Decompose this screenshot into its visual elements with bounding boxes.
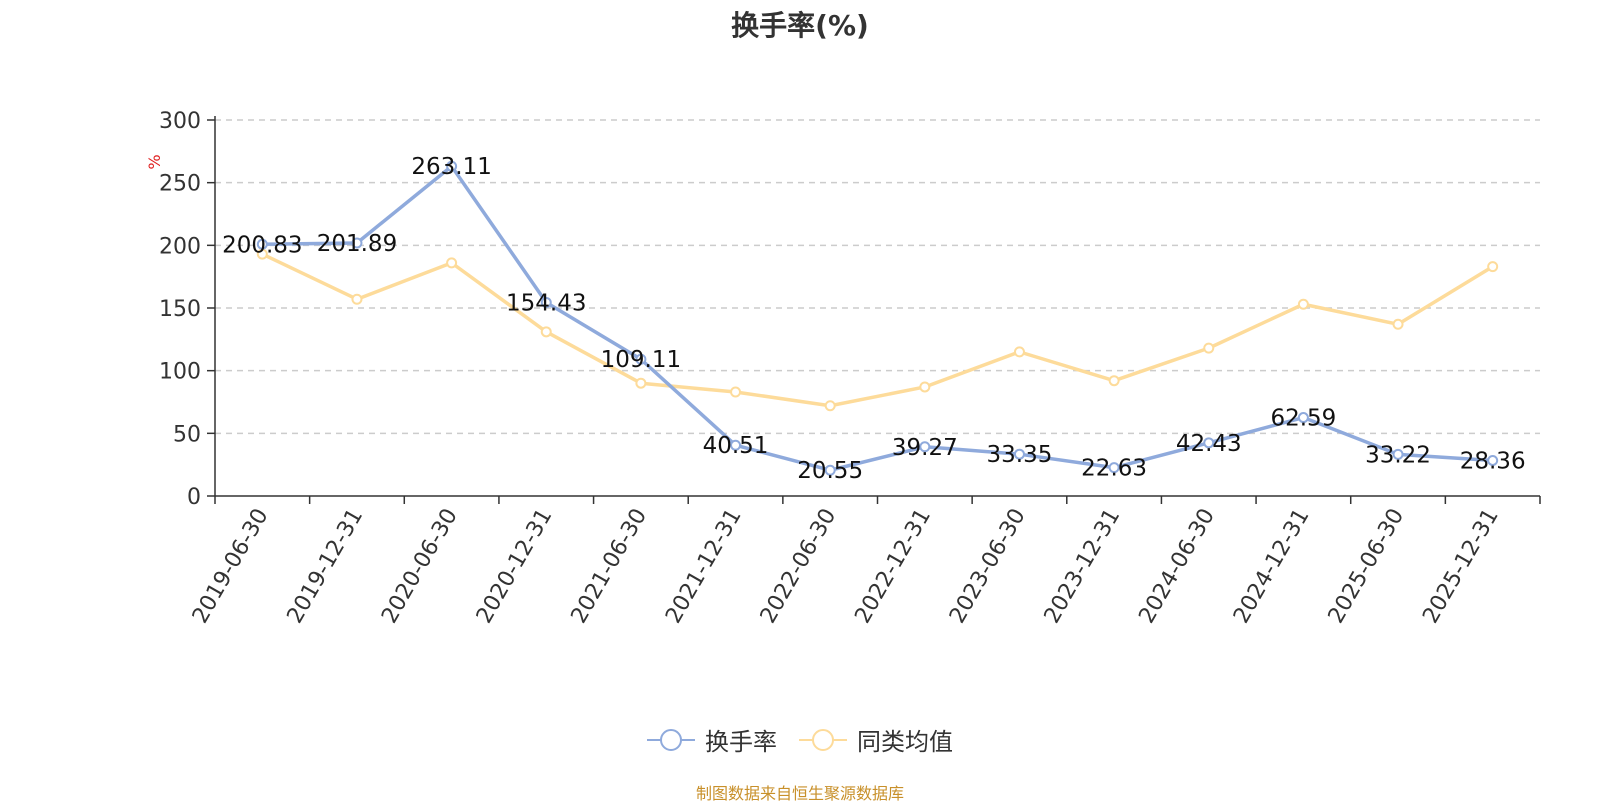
turnover-point (446, 160, 458, 172)
data-label: 39.27 (892, 435, 958, 461)
peer-average-point (540, 326, 552, 338)
turnover-point (256, 238, 268, 250)
x-tick-label: 2021-06-30 (567, 505, 653, 628)
peer-average-line (261, 252, 1494, 408)
data-label: 33.35 (987, 442, 1053, 468)
legend-label-turnover: 换手率 (705, 728, 777, 756)
data-label: 62.59 (1270, 406, 1336, 432)
peer-average-point (446, 257, 458, 269)
peer-average-point (1487, 261, 1499, 273)
x-tick-label: 2022-06-30 (756, 505, 842, 628)
series (256, 160, 1499, 476)
turnover-point (1297, 412, 1309, 424)
data-label: 20.55 (797, 458, 863, 484)
legend: 换手率 同类均值 (0, 722, 1600, 757)
peer-average-point (351, 293, 363, 305)
data-label: 263.11 (411, 154, 491, 180)
peer-average-point (1108, 375, 1120, 387)
turnover-point (1108, 462, 1120, 474)
y-axis-unit-label: % (145, 154, 164, 169)
x-tick-label: 2024-06-30 (1134, 505, 1220, 628)
y-tick-label: 300 (159, 109, 201, 134)
x-tick-label: 2025-06-30 (1324, 505, 1410, 628)
data-label: 201.89 (317, 231, 397, 257)
data-label: 28.36 (1460, 448, 1526, 474)
grid-lines (215, 119, 1540, 435)
x-tick-label: 2020-06-30 (377, 505, 463, 628)
turnover-point (1392, 448, 1404, 460)
peer-average-point (1392, 318, 1404, 330)
x-tick-label: 2020-12-31 (472, 505, 558, 628)
turnover-point (730, 439, 742, 451)
y-tick-label: 100 (159, 360, 201, 385)
data-label: 33.22 (1365, 442, 1431, 468)
peer-average-point (1203, 342, 1215, 354)
data-label: 154.43 (506, 290, 586, 316)
peer-average-point (730, 386, 742, 398)
legend-marker-peer-average (799, 728, 847, 751)
data-label: 22.63 (1081, 456, 1147, 482)
x-tick-label: 2024-12-31 (1229, 505, 1315, 628)
y-tick-label: 150 (159, 297, 201, 322)
legend-label-peer-average: 同类均值 (857, 728, 953, 756)
turnover-point (824, 464, 836, 476)
turnover-point (351, 237, 363, 249)
turnover-point (635, 353, 647, 365)
data-labels: 200.83 201.89 263.11 154.43 109.11 40.51 20.55… (222, 154, 1526, 484)
peer-average-point (635, 377, 647, 389)
y-tick-label: 0 (187, 485, 201, 510)
legend-item-turnover[interactable]: 换手率 (647, 722, 777, 757)
x-tick-label: 2022-12-31 (850, 505, 936, 628)
legend-item-peer-average[interactable]: 同类均值 (799, 722, 953, 757)
chart-title: 换手率(%) (731, 9, 869, 42)
peer-average-point (1297, 298, 1309, 310)
x-tick-label: 2021-12-31 (661, 505, 747, 628)
turnover-point (1013, 448, 1025, 460)
peer-average-point (1013, 346, 1025, 358)
turnover-point (1487, 454, 1499, 466)
peer-average-point (919, 381, 931, 393)
x-tick-label: 2023-12-31 (1040, 505, 1126, 628)
turnover-point (919, 441, 931, 453)
data-label: 40.51 (703, 433, 769, 459)
legend-marker-turnover (647, 728, 695, 751)
y-tick-label: 250 (159, 172, 201, 197)
y-tick-label: 200 (159, 234, 201, 259)
data-label: 42.43 (1176, 431, 1242, 457)
x-tick-label: 2025-12-31 (1418, 505, 1504, 628)
turnover-point (1203, 437, 1215, 449)
x-tick-label: 2019-12-31 (283, 505, 369, 628)
data-label: 200.83 (222, 232, 302, 258)
turnover-line (262, 164, 1493, 472)
x-tick-label: 2023-06-30 (945, 505, 1031, 628)
data-label: 109.11 (601, 347, 681, 373)
y-tick-label: 50 (173, 422, 201, 447)
turnover-point (540, 296, 552, 308)
x-tick-label: 2019-06-30 (188, 505, 274, 628)
peer-average-point (824, 400, 836, 412)
source-note: 制图数据来自恒生聚源数据库 (695, 784, 904, 803)
